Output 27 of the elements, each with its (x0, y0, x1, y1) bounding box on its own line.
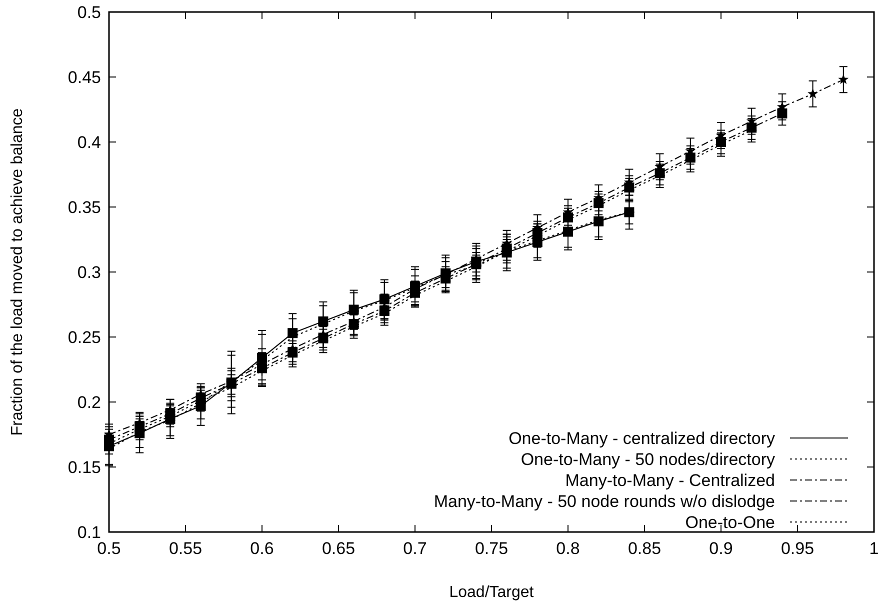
legend-label: One-to-One (685, 513, 775, 532)
x-tick-label: 0.7 (403, 539, 427, 558)
x-tick-label: 0.85 (628, 539, 662, 558)
legend-label: Many-to-Many - 50 node rounds w/o dislodge (434, 492, 775, 511)
y-tick-label: 0.35 (68, 198, 101, 217)
x-tick-label: 1 (869, 539, 879, 558)
x-tick-label: 0.9 (709, 539, 733, 558)
x-tick-label: 0.75 (474, 539, 508, 558)
x-tick-label: 0.8 (556, 539, 580, 558)
y-tick-label: 0.45 (68, 68, 101, 87)
legend-label: Many-to-Many - Centralized (565, 471, 775, 490)
y-tick-label: 0.4 (77, 133, 101, 152)
y-tick-label: 0.15 (68, 458, 101, 477)
legend-label: One-to-Many - 50 nodes/directory (520, 450, 776, 469)
x-tick-label: 0.5 (97, 539, 121, 558)
y-axis-title: Fraction of the load moved to achieve balance (9, 108, 26, 436)
y-tick-label: 0.25 (68, 328, 101, 347)
x-tick-label: 0.55 (168, 539, 202, 558)
x-tick-label: 0.95 (780, 539, 814, 558)
legend-label: One-to-Many - centralized directory (508, 429, 776, 448)
y-tick-label: 0.3 (77, 263, 101, 282)
x-tick-label: 0.6 (250, 539, 274, 558)
x-axis-title: Load/Target (449, 584, 534, 601)
y-tick-label: 0.1 (77, 523, 101, 542)
y-tick-label: 0.5 (77, 3, 101, 22)
x-tick-label: 0.65 (322, 539, 356, 558)
y-tick-label: 0.2 (77, 393, 101, 412)
